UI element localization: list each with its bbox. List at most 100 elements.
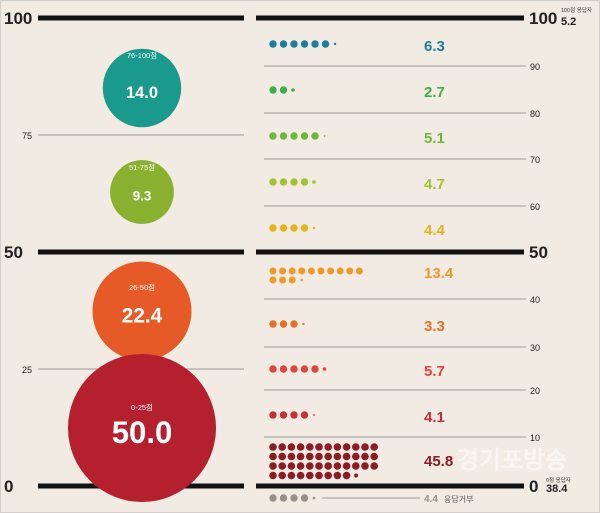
value-dot [333,452,342,461]
value-dot [287,462,296,470]
value-dot [290,178,298,186]
value-dot [317,267,325,275]
value-dot [370,452,379,461]
value-dot [279,267,287,275]
value-dot [269,267,277,275]
value-dot [269,443,277,451]
value-dot [290,224,298,232]
value-dot [279,411,288,419]
value-dot [269,276,277,284]
top-respondent-label: 100점 응답자 [561,6,592,14]
value-dot [300,411,309,419]
bubble-26-50점 [92,261,192,361]
left-tick-label: 0 [4,477,13,496]
fraction-dot [312,226,316,230]
value-dot [346,267,354,275]
value-dot [298,267,306,275]
value-dot [321,40,330,48]
bubble-value: 22.4 [122,304,163,327]
value-dot [296,462,305,470]
value-dot [324,471,333,480]
row-value: 5.7 [424,363,445,380]
value-dot [269,471,277,480]
row-value: 5.1 [424,130,445,147]
value-dot [278,471,287,480]
left-tick-label: 50 [4,243,23,262]
value-dot [290,411,298,419]
fraction-dot [354,473,359,478]
value-dot [370,443,379,451]
value-dot [290,132,298,140]
value-dot [306,462,314,470]
value-dot [279,40,288,48]
value-dot [352,443,360,451]
right-tick-label: 0 [529,477,538,496]
right-tick-label: 10 [530,433,540,443]
value-dot [287,471,296,480]
value-dot [361,452,369,461]
row-value: 45.8 [424,453,453,470]
value-dot [315,471,323,480]
value-dot [311,40,319,48]
value-dot [269,178,277,186]
value-dot [279,86,288,94]
value-dot [278,462,287,470]
right-tick-label: 70 [530,155,540,165]
bubble-label: 76-100점 [127,50,157,60]
row-note: 응답거부 [444,494,473,504]
value-dot [315,452,323,461]
value-dot [279,132,288,140]
value-dot [333,471,342,480]
row-value: 6.3 [424,38,445,55]
value-dot [352,462,360,470]
value-dot [306,443,314,451]
bubble-76-100점 [102,48,182,128]
value-dot [287,443,296,451]
value-dot [278,443,287,451]
value-dot [300,40,309,48]
left-tick-label: 25 [22,365,32,375]
value-dot [300,132,309,140]
right-tick-label: 50 [529,243,548,262]
value-dot [279,365,288,373]
right-tick-label: 40 [530,295,540,305]
value-dot [296,452,305,461]
row-value: 13.4 [424,265,454,282]
value-dot [311,365,319,373]
value-dot [361,443,369,451]
value-dot [311,132,319,140]
row-value: 4.4 [424,222,446,239]
fraction-dot [322,367,327,371]
value-dot [333,462,342,470]
value-dot [279,494,288,502]
value-dot [279,276,287,284]
value-dot [324,452,333,461]
value-dot [269,365,277,373]
watermark: 경기포방송 [457,447,567,474]
value-dot [269,411,277,419]
value-dot [300,365,309,373]
right-tick-label: 80 [530,109,540,119]
value-dot [324,443,333,451]
value-dot [269,320,277,328]
bubble-51-75점 [110,160,174,224]
value-dot [361,462,369,470]
value-dot [355,267,363,275]
left-tick-label: 100 [4,9,32,28]
value-dot [327,267,335,275]
value-dot [352,452,360,461]
value-dot [336,267,344,275]
value-dot [296,471,305,480]
row-value: 4.4 [424,494,438,505]
value-dot [278,452,287,461]
fraction-dot [291,88,295,92]
value-dot [300,494,309,502]
row-value: 4.7 [424,176,445,193]
fraction-dot [333,42,337,46]
bubble-0-25점 [68,354,216,502]
value-dot [279,178,288,186]
left-tick-label: 75 [22,131,32,141]
value-dot [269,132,277,140]
value-dot [290,365,298,373]
